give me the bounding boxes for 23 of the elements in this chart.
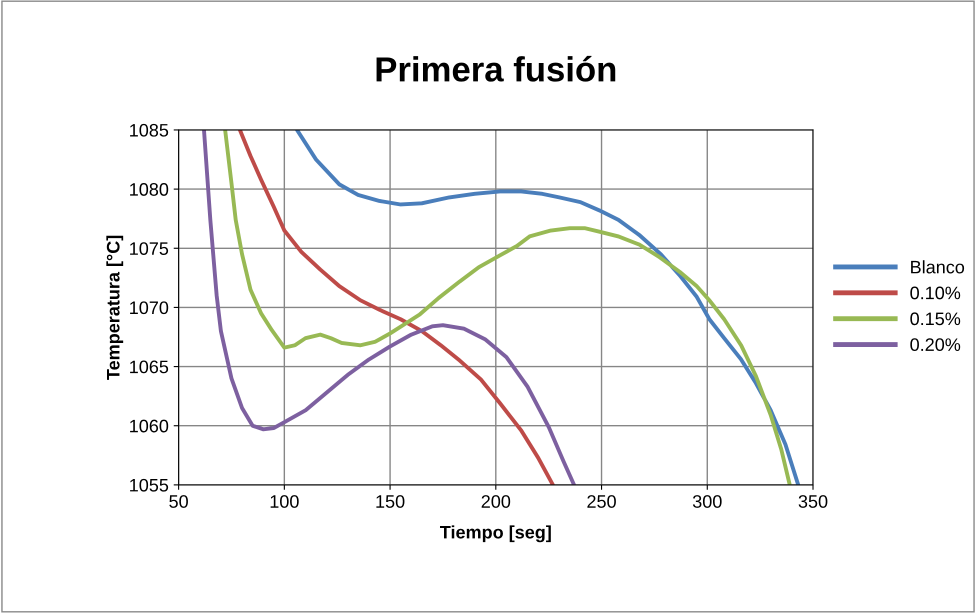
chart-title: Primera fusión — [376, 56, 616, 82]
legend-label: 0.15% — [910, 312, 960, 326]
x-tick-label: 200 — [482, 495, 510, 508]
y-tick-label: 1065 — [130, 360, 168, 374]
legend-label: Blanco — [911, 260, 964, 274]
y-tick-label: 1070 — [130, 301, 168, 314]
y-tick-label: 1060 — [130, 420, 168, 432]
x-tick-label: 250 — [587, 495, 616, 508]
x-tick-label: 100 — [270, 495, 299, 508]
line-series — [202, 130, 576, 485]
y-axis-title: Temperatura [°C] — [106, 236, 124, 380]
x-tick-label: 50 — [169, 495, 188, 508]
x-tick-label: 150 — [376, 495, 404, 508]
y-tick-label: 1085 — [130, 124, 168, 137]
y-tick-label: 1055 — [130, 478, 168, 492]
x-tick-label: 300 — [692, 495, 722, 508]
line-series — [238, 130, 555, 485]
x-axis-title: Tiempo [seg] — [440, 525, 551, 542]
legend-label: 0.20% — [910, 338, 960, 352]
y-tick-label: 1075 — [130, 242, 168, 255]
legend-label: 0.10% — [910, 286, 960, 300]
x-tick-label: 350 — [798, 495, 828, 508]
y-tick-label: 1080 — [130, 183, 168, 196]
